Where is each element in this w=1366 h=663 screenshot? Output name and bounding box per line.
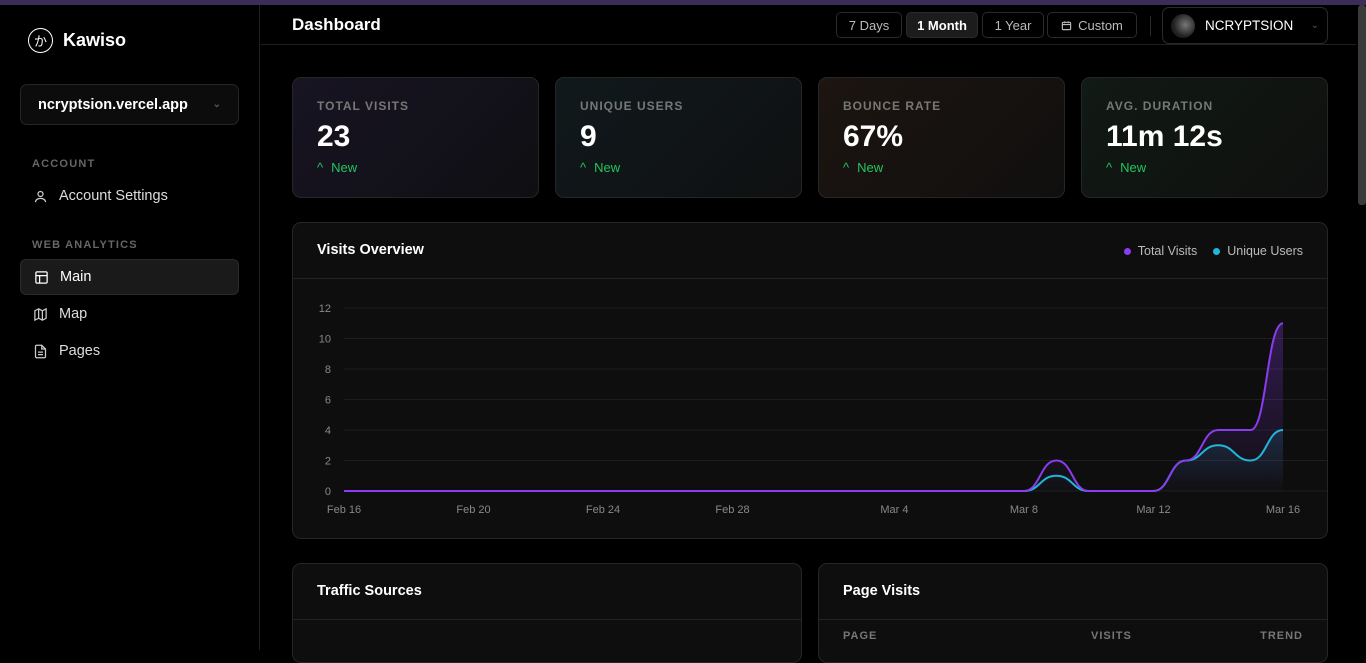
column-header-visits[interactable]: VISITS — [1091, 630, 1132, 642]
chevron-down-icon: ⌄ — [1310, 20, 1319, 31]
page-title: Dashboard — [292, 15, 381, 34]
divider — [819, 619, 1327, 620]
custom-label: Custom — [1078, 17, 1123, 33]
x-tick-label: Feb 28 — [715, 504, 749, 516]
stat-label: BOUNCE RATE — [843, 99, 942, 113]
nav-label: Pages — [59, 343, 101, 359]
legend-label: Total Visits — [1137, 244, 1198, 258]
arrow-up-icon: ^ — [580, 160, 587, 175]
sidebar-item-pages[interactable]: Pages — [20, 333, 239, 369]
arrow-up-icon: ^ — [1106, 160, 1113, 175]
range-7-days[interactable]: 7 Days — [836, 12, 902, 38]
y-tick-label: 12 — [319, 303, 331, 315]
range-custom[interactable]: Custom — [1047, 12, 1137, 38]
layout-icon — [35, 270, 48, 284]
divider — [293, 278, 1327, 279]
visits-overview-panel: Visits Overview Total Visits Unique User… — [292, 222, 1328, 539]
nav-label: Main — [60, 269, 92, 285]
logo-icon: か — [28, 28, 53, 53]
stat-change: ^ New — [1106, 160, 1303, 175]
y-tick-label: 2 — [325, 456, 331, 468]
x-tick-label: Feb 24 — [586, 504, 620, 516]
area-unique-users — [344, 430, 1283, 491]
stat-value: 23 — [317, 120, 351, 153]
arrow-up-icon: ^ — [317, 160, 324, 175]
user-menu[interactable]: NCRYPTSION ⌄ — [1162, 7, 1328, 44]
avatar — [1171, 13, 1195, 38]
x-tick-label: Mar 12 — [1136, 504, 1170, 516]
file-icon — [34, 344, 47, 358]
user-name: NCRYPTSION — [1205, 18, 1294, 33]
change-text: New — [857, 160, 884, 175]
legend-total-visits[interactable]: Total Visits — [1123, 244, 1198, 258]
stat-value: 67% — [843, 120, 904, 153]
nav-label: Map — [59, 306, 88, 322]
section-web-analytics: WEB ANALYTICS — [32, 239, 138, 251]
legend-label: Unique Users — [1227, 244, 1303, 258]
map-icon — [34, 307, 47, 321]
panel-title: Page Visits — [843, 583, 921, 599]
site-select[interactable]: ncryptsion.vercel.app ⌄ — [20, 84, 239, 125]
stat-card-bounce-rate: BOUNCE RATE 67% ^ New — [818, 77, 1065, 198]
chevron-down-icon: ⌄ — [212, 99, 221, 110]
site-name: ncryptsion.vercel.app — [38, 96, 188, 113]
stat-change: ^ New — [317, 160, 514, 175]
traffic-sources-panel: Traffic Sources — [292, 563, 802, 663]
chart-title: Visits Overview — [317, 242, 424, 258]
user-icon — [34, 190, 47, 202]
stat-value: 11m 12s — [1106, 120, 1223, 153]
column-header-page[interactable]: PAGE — [843, 630, 878, 642]
stat-label: TOTAL VISITS — [317, 99, 410, 113]
stat-value: 9 — [580, 120, 597, 153]
scrollbar[interactable] — [1358, 5, 1366, 205]
sidebar-item-map[interactable]: Map — [20, 296, 239, 332]
x-tick-label: Mar 8 — [1010, 504, 1038, 516]
nav-label: Account Settings — [59, 188, 168, 204]
chart-legend: Total Visits Unique Users — [1123, 244, 1303, 258]
y-tick-label: 0 — [325, 486, 331, 498]
range-1-month[interactable]: 1 Month — [906, 12, 978, 38]
y-tick-label: 10 — [319, 334, 331, 346]
x-tick-label: Mar 16 — [1266, 504, 1300, 516]
section-account: ACCOUNT — [32, 158, 96, 170]
sidebar: か Kawiso ncryptsion.vercel.app ⌄ ACCOUNT… — [0, 5, 260, 650]
header: Dashboard 7 Days 1 Month 1 Year Custom N… — [261, 5, 1356, 45]
stat-label: AVG. DURATION — [1106, 99, 1214, 113]
x-tick-label: Mar 4 — [880, 504, 908, 516]
change-text: New — [331, 160, 358, 175]
sidebar-item-main[interactable]: Main — [20, 259, 239, 295]
divider — [1150, 16, 1151, 36]
app-name: Kawiso — [63, 30, 127, 50]
legend-unique-users[interactable]: Unique Users — [1213, 244, 1303, 258]
visits-chart: 0 2 4 6 8 10 12 Feb 16 Feb 20 Feb 24 Feb 28 Mar 4 Ma… — [319, 303, 1327, 516]
y-tick-label: 8 — [325, 364, 331, 376]
range-1-year[interactable]: 1 Year — [982, 12, 1044, 38]
x-tick-label: Feb 16 — [327, 504, 361, 516]
column-header-trend[interactable]: TREND — [1260, 630, 1303, 642]
window-top-bar — [0, 0, 1366, 5]
stat-change: ^ New — [843, 160, 1040, 175]
line-total-visits — [344, 322, 1284, 492]
divider — [293, 619, 801, 620]
x-tick-label: Feb 20 — [456, 504, 490, 516]
page-visits-panel: Page Visits PAGE VISITS TREND — [818, 563, 1328, 663]
stat-card-unique-users: UNIQUE USERS 9 ^ New — [555, 77, 802, 198]
y-tick-label: 6 — [325, 395, 331, 407]
logo[interactable]: か Kawiso — [28, 28, 126, 53]
calendar-icon — [1061, 20, 1072, 30]
stat-card-avg-duration: AVG. DURATION 11m 12s ^ New — [1081, 77, 1328, 198]
change-text: New — [594, 160, 621, 175]
stat-change: ^ New — [580, 160, 777, 175]
y-tick-label: 4 — [325, 425, 331, 437]
sidebar-item-account-settings[interactable]: Account Settings — [20, 178, 239, 214]
stat-label: UNIQUE USERS — [580, 99, 684, 113]
area-total-visits — [344, 323, 1283, 491]
panel-title: Traffic Sources — [317, 583, 422, 599]
arrow-up-icon: ^ — [843, 160, 850, 175]
change-text: New — [1120, 160, 1147, 175]
stat-card-total-visits: TOTAL VISITS 23 ^ New — [292, 77, 539, 198]
